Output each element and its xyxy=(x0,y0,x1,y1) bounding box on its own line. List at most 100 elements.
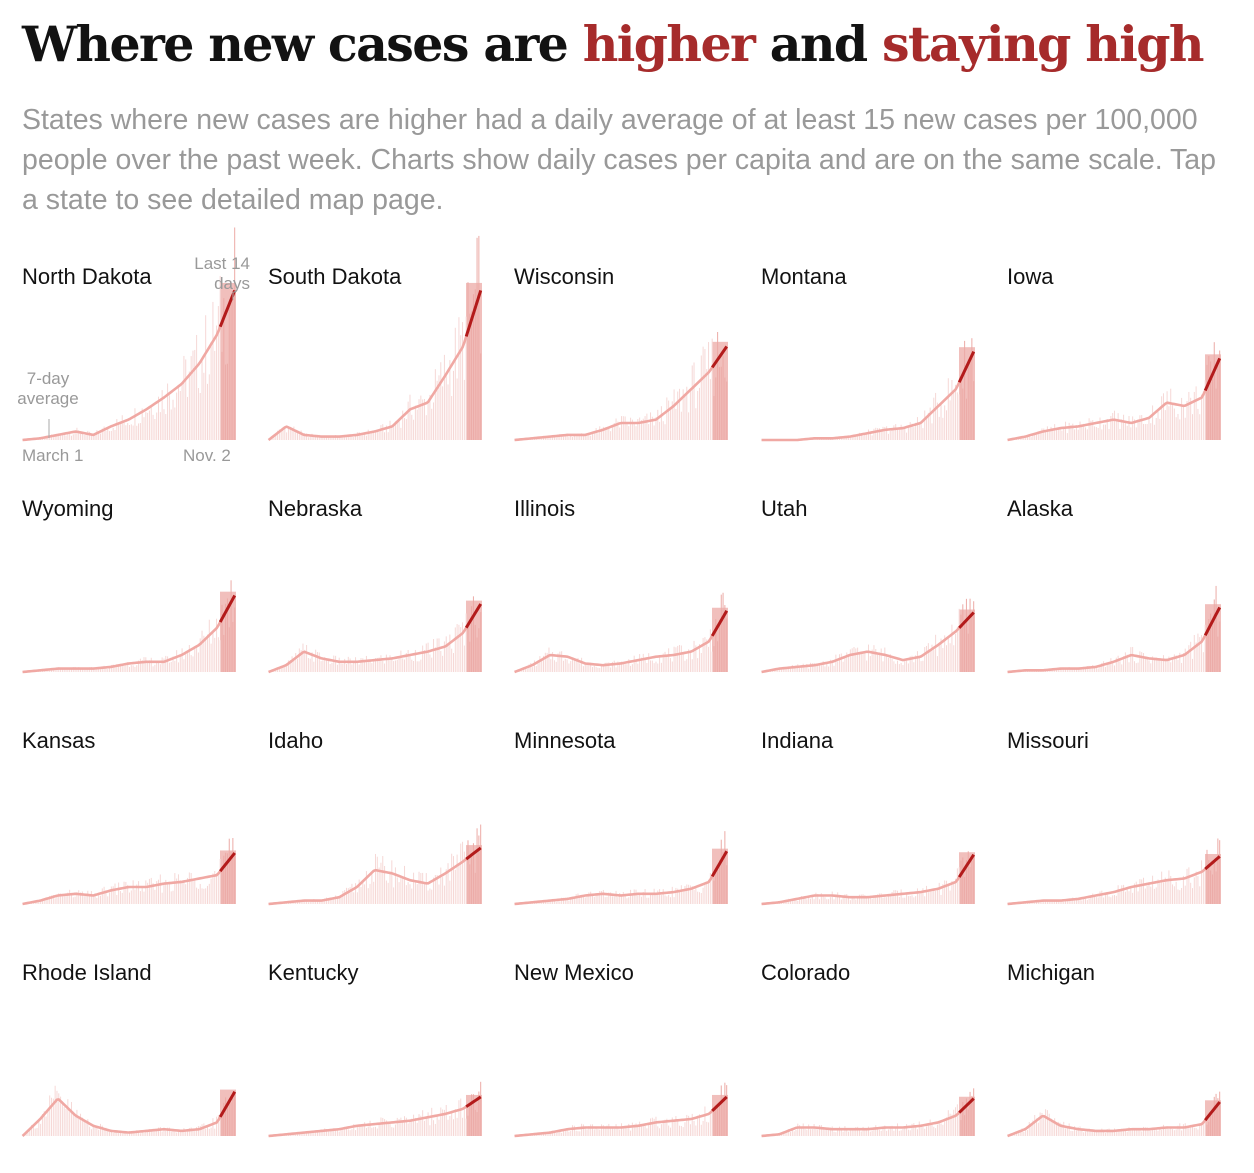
daily-case-bar xyxy=(817,1130,818,1136)
state-panel-wisconsin[interactable]: Wisconsin xyxy=(514,262,744,477)
daily-case-bar xyxy=(382,424,383,440)
daily-case-bar xyxy=(675,647,676,672)
daily-case-bar xyxy=(93,1127,94,1136)
daily-case-bar xyxy=(594,1129,595,1136)
daily-case-bar xyxy=(51,1098,52,1136)
daily-case-bar xyxy=(556,1133,557,1136)
daily-case-bar xyxy=(76,1110,77,1136)
daily-case-bar xyxy=(902,898,903,904)
daily-case-bar xyxy=(1143,878,1144,904)
daily-case-bar xyxy=(576,894,577,904)
daily-case-bar xyxy=(951,380,952,440)
daily-case-bar xyxy=(429,654,430,672)
daily-case-bar xyxy=(621,1123,622,1136)
state-panel-missouri[interactable]: Missouri xyxy=(1007,726,1237,941)
daily-case-bar xyxy=(180,391,181,440)
daily-case-bar xyxy=(477,238,478,440)
daily-case-bar xyxy=(346,437,347,440)
daily-case-bar xyxy=(129,893,130,904)
daily-case-bar xyxy=(902,429,903,440)
daily-case-bar xyxy=(171,662,172,672)
daily-case-bar xyxy=(196,646,197,672)
daily-case-bar xyxy=(1139,415,1140,440)
daily-case-bar xyxy=(677,392,678,440)
daily-case-bar xyxy=(670,897,671,904)
daily-case-bar xyxy=(211,342,212,440)
daily-case-bar xyxy=(165,1131,166,1136)
daily-case-bar xyxy=(144,892,145,904)
daily-case-bar xyxy=(393,1128,394,1136)
daily-case-bar xyxy=(174,873,175,904)
state-panel-iowa[interactable]: Iowa xyxy=(1007,262,1237,477)
state-panel-nebraska[interactable]: Nebraska xyxy=(268,494,498,709)
daily-case-bar xyxy=(211,879,212,904)
state-panel-south-dakota[interactable]: South Dakota xyxy=(268,262,498,477)
daily-case-bar xyxy=(931,892,932,904)
daily-case-bar xyxy=(590,892,591,904)
daily-case-bar xyxy=(1139,1130,1140,1136)
state-panel-colorado[interactable]: Colorado xyxy=(761,958,991,1173)
state-panel-minnesota[interactable]: Minnesota xyxy=(514,726,744,941)
state-panel-rhode-island[interactable]: Rhode Island xyxy=(22,958,252,1173)
state-panel-montana[interactable]: Montana xyxy=(761,262,991,477)
daily-case-bar xyxy=(899,664,900,672)
daily-case-bar xyxy=(292,430,293,440)
daily-case-bar xyxy=(790,901,791,904)
daily-case-bar xyxy=(866,1130,867,1136)
daily-case-bar xyxy=(950,400,951,440)
state-panel-kentucky[interactable]: Kentucky xyxy=(268,958,498,1173)
daily-case-bar xyxy=(440,1108,441,1137)
daily-case-bar xyxy=(1092,1132,1093,1136)
daily-case-bar xyxy=(960,615,961,672)
daily-case-bar xyxy=(719,620,720,672)
daily-case-bar xyxy=(884,897,885,904)
state-panel-new-mexico[interactable]: New Mexico xyxy=(514,958,744,1173)
state-panel-idaho[interactable]: Idaho xyxy=(268,726,498,941)
daily-case-bar xyxy=(380,1117,381,1136)
daily-case-bar xyxy=(726,1085,727,1136)
daily-case-bar xyxy=(98,894,99,904)
state-panel-michigan[interactable]: Michigan xyxy=(1007,958,1237,1173)
daily-case-bar xyxy=(1047,1110,1048,1136)
daily-case-bar xyxy=(353,663,354,672)
state-panel-kansas[interactable]: Kansas xyxy=(22,726,252,941)
daily-case-bar xyxy=(145,412,146,440)
daily-case-bar xyxy=(930,1120,931,1136)
state-panel-alaska[interactable]: Alaska xyxy=(1007,494,1237,709)
seven-day-average-line xyxy=(515,611,727,672)
daily-case-bar xyxy=(368,1126,369,1136)
daily-case-bar xyxy=(1094,426,1095,440)
daily-case-bar xyxy=(362,434,363,440)
state-panel-utah[interactable]: Utah xyxy=(761,494,991,709)
daily-case-bar xyxy=(386,655,387,672)
daily-case-bar xyxy=(408,402,409,440)
daily-case-bar xyxy=(966,399,967,440)
daily-case-bar xyxy=(406,885,407,904)
state-name: Utah xyxy=(761,494,807,524)
daily-case-bar xyxy=(277,670,278,672)
state-panel-illinois[interactable]: Illinois xyxy=(514,494,744,709)
seven-day-average-line xyxy=(269,1097,481,1136)
daily-case-bar xyxy=(1045,1109,1046,1136)
daily-case-bar xyxy=(69,1112,70,1136)
daily-case-bar xyxy=(1132,647,1133,672)
daily-case-bar xyxy=(350,1130,351,1136)
daily-case-bar xyxy=(970,358,971,440)
daily-case-bar xyxy=(431,409,432,440)
daily-case-bar xyxy=(160,412,161,440)
daily-case-bar xyxy=(207,1126,208,1136)
daily-case-bar xyxy=(1132,893,1133,904)
daily-case-bar xyxy=(149,411,150,440)
daily-case-bar xyxy=(351,1129,352,1136)
state-panel-wyoming[interactable]: Wyoming xyxy=(22,494,252,709)
daily-case-bar xyxy=(1192,1126,1193,1136)
state-panel-indiana[interactable]: Indiana xyxy=(761,726,991,941)
daily-case-bar xyxy=(913,427,914,440)
daily-case-bar xyxy=(1156,887,1157,904)
daily-case-bar xyxy=(1114,411,1115,440)
daily-case-bar xyxy=(574,898,575,904)
daily-case-bar xyxy=(198,388,199,440)
daily-case-bar xyxy=(939,642,940,672)
daily-case-bar xyxy=(207,384,208,440)
